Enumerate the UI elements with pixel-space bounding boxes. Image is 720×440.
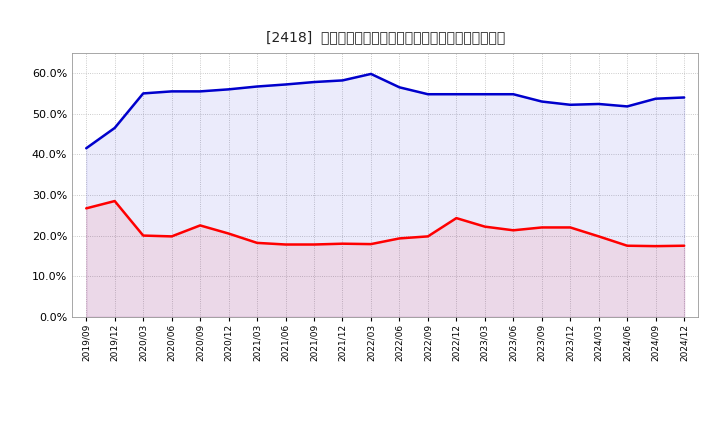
Title: [2418]  現須金、有利子負債の総資産に対する比率の推移: [2418] 現須金、有利子負債の総資産に対する比率の推移 xyxy=(266,31,505,45)
